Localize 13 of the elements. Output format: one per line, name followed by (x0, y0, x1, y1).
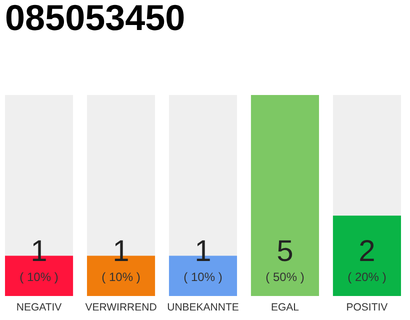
data-label: ( 50% ) (266, 270, 304, 284)
data-label: ( 10% ) (184, 270, 222, 284)
x-tick-label: NEGATIV (16, 302, 62, 314)
x-tick-label: VERWIRREND (85, 302, 158, 314)
x-tick-label: EGAL (270, 302, 300, 314)
annotation: 2 (358, 235, 376, 268)
x-tick-label: UNBEKANNTE (167, 302, 239, 314)
chart-title: 085053450 (5, 0, 186, 38)
data-label: ( 10% ) (102, 270, 140, 284)
data-label: ( 10% ) (20, 270, 58, 284)
annotation: 5 (276, 235, 294, 268)
x-tick-label: POSITIV (346, 302, 388, 314)
data-label: ( 20% ) (348, 270, 386, 284)
